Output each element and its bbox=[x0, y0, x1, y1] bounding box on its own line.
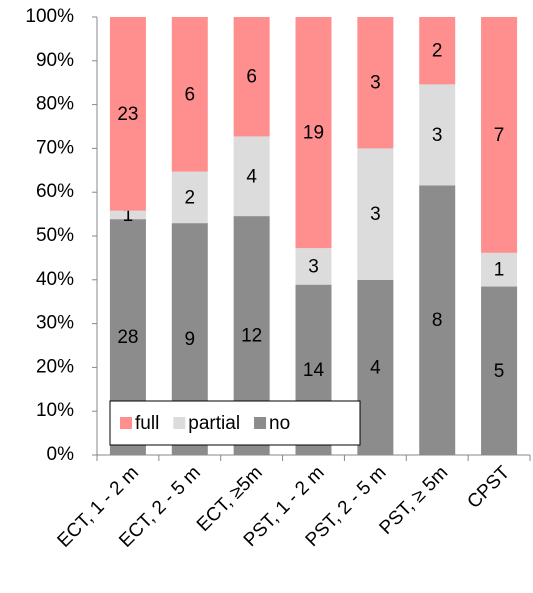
legend-label: partial bbox=[188, 413, 240, 434]
legend-swatch bbox=[120, 417, 132, 429]
y-tick-label: 60% bbox=[36, 181, 74, 202]
bar-segment bbox=[233, 136, 270, 217]
legend-label: no bbox=[269, 413, 290, 434]
y-tick-label: 30% bbox=[36, 313, 74, 334]
bar-segment bbox=[109, 210, 146, 220]
legend: full partial no bbox=[109, 400, 361, 446]
data-label: 23 bbox=[117, 104, 138, 125]
data-label: 5 bbox=[494, 361, 505, 382]
data-label: 14 bbox=[303, 360, 325, 381]
data-label: 2 bbox=[432, 41, 443, 62]
data-label: 4 bbox=[246, 166, 257, 187]
x-tick-label: CPST bbox=[463, 462, 514, 513]
y-tick-label: 50% bbox=[36, 225, 74, 246]
data-label: 28 bbox=[117, 327, 138, 348]
data-label: 7 bbox=[494, 125, 505, 146]
bar-segment bbox=[171, 17, 208, 172]
bar-segment bbox=[481, 252, 518, 287]
legend-box bbox=[109, 400, 361, 446]
bar-segment bbox=[295, 17, 332, 249]
data-label: 6 bbox=[184, 84, 195, 105]
bar-segment bbox=[419, 185, 456, 455]
bar-segment bbox=[357, 17, 394, 149]
data-label: 3 bbox=[308, 256, 319, 277]
y-tick-label: 90% bbox=[36, 50, 74, 71]
legend-swatch bbox=[254, 417, 267, 429]
data-label: 1 bbox=[123, 205, 134, 226]
data-label: 4 bbox=[370, 357, 381, 378]
data-label: 9 bbox=[184, 329, 195, 350]
legend-swatch bbox=[173, 417, 186, 429]
data-label: 3 bbox=[370, 204, 381, 225]
bar-segment bbox=[419, 17, 456, 85]
data-label: 1 bbox=[494, 260, 505, 281]
legend-label: full bbox=[135, 413, 159, 434]
bar-segment bbox=[481, 17, 518, 253]
bar-segment bbox=[295, 248, 332, 285]
bar-segment bbox=[481, 286, 518, 455]
bar-segment bbox=[357, 148, 394, 280]
y-tick-label: 0% bbox=[47, 444, 75, 465]
bar-segment bbox=[357, 279, 394, 455]
y-tick-label: 40% bbox=[36, 269, 74, 290]
bar-segment bbox=[171, 171, 208, 224]
y-tick-label: 20% bbox=[36, 356, 74, 377]
y-tick-label: 10% bbox=[36, 400, 74, 421]
data-label: 3 bbox=[432, 125, 443, 146]
bar-segment bbox=[419, 84, 456, 186]
data-label: 8 bbox=[432, 310, 443, 331]
bar-segment bbox=[109, 17, 146, 211]
data-label: 12 bbox=[241, 326, 262, 347]
data-label: 6 bbox=[246, 67, 257, 88]
y-tick-label: 80% bbox=[36, 94, 74, 115]
data-label: 19 bbox=[303, 123, 324, 144]
y-tick-label: 70% bbox=[36, 137, 74, 158]
bar-segment bbox=[233, 17, 270, 137]
data-label: 2 bbox=[184, 187, 195, 208]
data-label: 3 bbox=[370, 73, 381, 94]
y-tick-label: 100% bbox=[25, 6, 74, 27]
